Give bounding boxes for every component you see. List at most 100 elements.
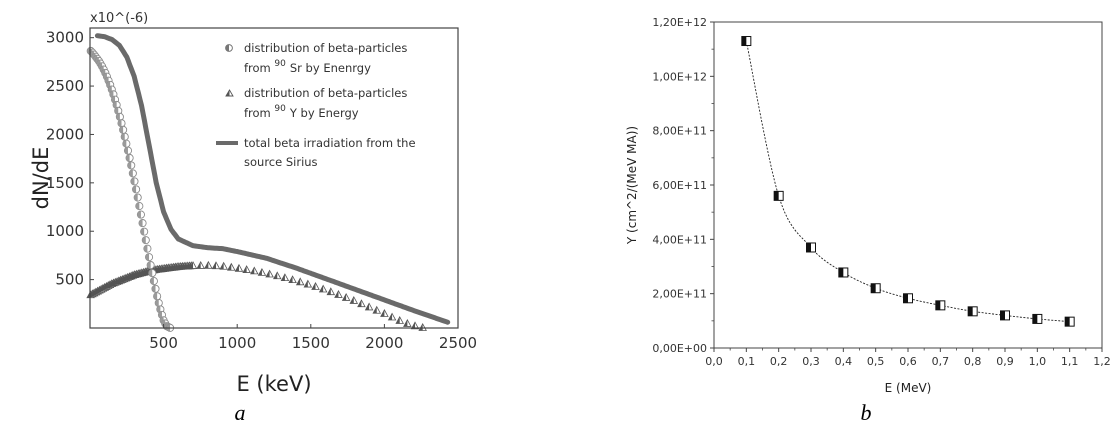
data-point-y90 (380, 309, 389, 317)
data-point-y90 (318, 284, 328, 293)
plot-a-frame (89, 27, 459, 329)
data-point-yield (903, 293, 913, 304)
data-point-yield (806, 242, 816, 253)
legend-y-from: from (244, 106, 274, 120)
y-tick-label-a: 1500 (46, 174, 84, 192)
data-point-sr90 (122, 139, 131, 148)
panel-label-a: a (235, 400, 246, 425)
legend-y-line-2: from 90 Y by Energy (244, 104, 359, 120)
data-point-sr90 (140, 227, 149, 236)
series-line-total (94, 33, 451, 325)
x-axis-title-a: E (keV) (236, 372, 311, 396)
data-point-sr90 (128, 169, 137, 178)
y-axis-title-a: dN/dE (29, 147, 53, 210)
data-point-sr90 (153, 292, 162, 301)
data-point-y90 (280, 273, 290, 282)
data-point-y90 (204, 260, 213, 269)
x-tick-label-a: 1000 (218, 334, 256, 352)
legend-sr-rest: Sr by Enenrgy (290, 61, 371, 75)
x-tick-label-b: 0,8 (964, 355, 982, 368)
x-tick-label-b: 1,2 (1093, 355, 1110, 368)
data-point-y90 (219, 261, 228, 270)
series-line-yield (745, 40, 1070, 323)
x-tick-label-b: 0,3 (802, 355, 820, 368)
data-point-sr90 (146, 261, 155, 270)
y-tick-label-b: 8,00E+11 (652, 125, 707, 138)
x-tick-label-a: 2000 (365, 334, 403, 352)
data-point-yield (870, 283, 881, 294)
data-point-sr90 (117, 119, 126, 128)
data-point-y90 (250, 266, 259, 275)
x-tick-label-b: 0,2 (770, 355, 788, 368)
data-point-y90 (357, 299, 366, 308)
x-tick-label-b: 1,0 (1029, 355, 1047, 368)
y-multiplier-label: x10^(-6) (90, 11, 148, 26)
data-point-sr90 (119, 125, 128, 134)
x-tick-label-b: 0,4 (835, 355, 853, 368)
y-tick-label-b: 4,00E+11 (652, 233, 707, 246)
data-point-sr90 (123, 146, 133, 155)
y-tick-label-b: 1,20E+12 (652, 16, 707, 29)
data-point-y90 (364, 302, 374, 311)
y-tick-label-b: 6,00E+11 (652, 179, 707, 192)
data-point-y90 (334, 290, 343, 298)
legend-y-line-1: distribution of beta-particles (244, 86, 407, 100)
legend-y-rest: Y by Energy (289, 106, 359, 120)
data-point-y90 (341, 292, 351, 301)
x-tick-label-b: 0,5 (867, 355, 885, 368)
data-point-sr90 (141, 236, 150, 245)
data-point-y90 (227, 262, 236, 271)
y-tick-label-a: 2500 (46, 77, 84, 95)
y-tick-label-b: 0,00E+00 (652, 342, 707, 355)
legend-a: distribution of beta-particles from 90 Sr… (216, 41, 416, 169)
data-point-sr90 (138, 219, 147, 228)
data-point-yield (935, 300, 946, 311)
data-point-yield (1000, 310, 1010, 321)
data-point-sr90 (125, 153, 134, 163)
x-tick-label-b: 0,1 (738, 355, 756, 368)
data-point-y90 (403, 319, 412, 327)
data-point-y90 (410, 321, 420, 330)
data-point-yield (741, 36, 752, 47)
panel-a-energy-spectrum: x10^(-6) 500 1000 1500 2000 2500 500 1000 1500 2… (29, 11, 477, 425)
x-tick-label-b: 0,7 (932, 355, 950, 368)
legend-total-line-1: total beta irradiation from the (244, 136, 416, 150)
data-point-y90 (196, 260, 205, 269)
data-point-y90 (242, 265, 251, 273)
y-tick-label-b: 2,00E+11 (652, 288, 707, 301)
data-point-y90 (295, 277, 305, 286)
data-point-y90 (326, 287, 336, 296)
data-point-sr90 (136, 210, 145, 219)
data-point-y90 (303, 279, 313, 288)
data-point-yield (967, 306, 978, 317)
legend-total-line-2: source Sirius (244, 155, 318, 169)
data-point-y90 (211, 261, 221, 270)
data-point-sr90 (120, 132, 129, 141)
data-point-sr90 (133, 193, 142, 202)
y-tick-label-a: 500 (55, 271, 84, 289)
data-point-y90 (418, 323, 427, 331)
legend-sr-from: from (244, 61, 274, 75)
legend-sr-mass: 90 (274, 59, 286, 69)
data-point-yield (1032, 313, 1043, 324)
y-axis-title-b: Y (cm^2/(MeV MA)) (625, 126, 639, 245)
legend-y-mass: 90 (274, 104, 286, 114)
x-tick-label-b: 0,0 (705, 355, 723, 368)
legend-sr-line-1: distribution of beta-particles (244, 41, 407, 55)
data-point-y90 (265, 269, 274, 278)
x-tick-label-b: 1,1 (1061, 355, 1079, 368)
x-tick-label-a: 500 (149, 334, 178, 352)
legend-sr-line-2: from 90 Sr by Enenrgy (244, 59, 371, 75)
data-point-y90 (272, 271, 282, 280)
data-point-sr90 (143, 244, 152, 253)
data-point-sr90 (127, 161, 136, 170)
data-point-sr90 (144, 253, 154, 262)
data-point-sr90 (132, 185, 141, 194)
data-point-sr90 (112, 100, 121, 110)
y-tick-label-a: 3000 (46, 29, 84, 47)
legend-marker-y (225, 89, 234, 97)
data-point-sr90 (115, 112, 124, 121)
data-point-sr90 (148, 269, 157, 278)
y-tick-label-a: 2000 (46, 125, 84, 143)
